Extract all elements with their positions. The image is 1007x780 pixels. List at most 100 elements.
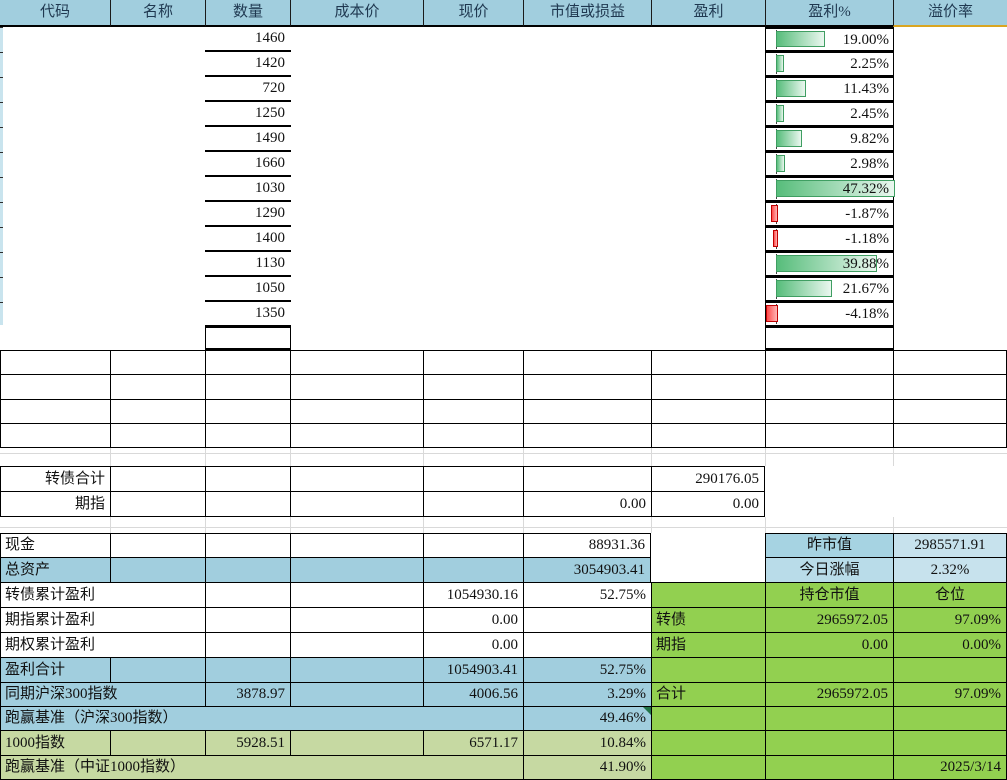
empty-cell[interactable] [765, 755, 893, 780]
empty-cell[interactable] [290, 533, 423, 558]
profit-pct-cell[interactable]: 9.82% [765, 127, 894, 152]
cb-total-profit[interactable]: 290176.05 [651, 466, 765, 492]
cash-label[interactable]: 现金 [0, 533, 110, 558]
empty-cell[interactable] [523, 374, 651, 400]
empty-cell[interactable] [523, 423, 651, 448]
today-change-value[interactable]: 2.32% [893, 557, 1007, 583]
col-header-code[interactable]: 代码 [0, 0, 110, 27]
empty-cell[interactable] [423, 557, 523, 583]
empty-cell[interactable] [110, 557, 205, 583]
empty-cell[interactable] [0, 399, 110, 424]
qty-cell[interactable]: 1490 [205, 127, 291, 152]
empty-cell[interactable] [290, 374, 423, 400]
hs300-start-value[interactable]: 3878.97 [205, 682, 290, 707]
profit-pct-cell[interactable]: 2.25% [765, 52, 894, 77]
empty-cell[interactable] [205, 557, 290, 583]
fut-pos-value[interactable]: 0.00% [893, 632, 1007, 658]
futures-value[interactable]: 0.00 [523, 491, 651, 517]
empty-cell[interactable] [110, 491, 205, 517]
beat-hs300-pct[interactable]: 49.46% [523, 706, 651, 731]
total-assets-label[interactable]: 总资产 [0, 557, 110, 583]
idx1000-start-value[interactable]: 5928.51 [205, 730, 290, 756]
empty-cell[interactable] [110, 374, 205, 400]
empty-cell[interactable] [0, 350, 110, 375]
empty-cell[interactable] [893, 350, 1007, 375]
qty-cell[interactable]: 1350 [205, 302, 291, 327]
col-header-profit[interactable]: 盈利 [651, 0, 765, 27]
empty-cell[interactable] [651, 755, 765, 780]
fut-cum-profit-label[interactable]: 期指累计盈利 [0, 607, 205, 633]
qty-cell[interactable]: 1290 [205, 202, 291, 227]
qty-cell[interactable]: 1250 [205, 102, 291, 127]
empty-cell[interactable] [765, 730, 893, 756]
empty-cell[interactable] [205, 582, 290, 608]
empty-cell[interactable] [205, 632, 290, 658]
cb-mv-value[interactable]: 2965972.05 [765, 607, 893, 633]
empty-cell[interactable] [893, 706, 1007, 731]
empty-cell[interactable] [651, 374, 765, 400]
profit-pct-cell[interactable]: 39.88% [765, 252, 894, 277]
total-assets-value[interactable]: 3054903.41 [523, 557, 651, 583]
date-cell[interactable]: 2025/3/14 [893, 755, 1007, 780]
yesterday-mv-label[interactable]: 昨市值 [765, 533, 893, 558]
profit-pct-cell[interactable]: 2.98% [765, 152, 894, 177]
qty-cell[interactable]: 1030 [205, 177, 291, 202]
col-header-cost[interactable]: 成本价 [290, 0, 423, 27]
empty-cell[interactable] [205, 607, 290, 633]
empty-cell[interactable] [651, 399, 765, 424]
col-header-premium[interactable]: 溢价率 [893, 0, 1007, 27]
empty-cell[interactable] [893, 374, 1007, 400]
opt-cum-profit-label[interactable]: 期权累计盈利 [0, 632, 205, 658]
empty-cell[interactable] [423, 374, 523, 400]
col-header-name[interactable]: 名称 [110, 0, 205, 27]
beat-1000-pct[interactable]: 41.90% [523, 755, 651, 780]
empty-cell[interactable] [893, 657, 1007, 683]
profit-total-pct[interactable]: 52.75% [523, 657, 651, 683]
empty-cell[interactable] [523, 632, 651, 658]
col-header-price[interactable]: 现价 [423, 0, 523, 27]
empty-cell[interactable] [765, 423, 893, 448]
empty-cell[interactable] [523, 466, 651, 492]
empty-cell[interactable] [110, 423, 205, 448]
beat-1000-label[interactable]: 跑赢基准（中证1000指数） [0, 755, 523, 780]
idx1000-label[interactable]: 1000指数 [0, 730, 110, 756]
empty-cell[interactable] [205, 423, 290, 448]
empty-cell[interactable] [205, 533, 290, 558]
empty-cell[interactable] [651, 423, 765, 448]
cb-cum-profit-pct[interactable]: 52.75% [523, 582, 651, 608]
hs300-pct[interactable]: 3.29% [523, 682, 651, 707]
empty-cell[interactable] [893, 730, 1007, 756]
qty-cell[interactable]: 1050 [205, 277, 291, 302]
empty-cell[interactable] [523, 350, 651, 375]
idx1000-now-value[interactable]: 6571.17 [423, 730, 523, 756]
empty-cell[interactable] [290, 350, 423, 375]
qty-cell[interactable]: 1400 [205, 227, 291, 252]
empty-cell[interactable] [893, 399, 1007, 424]
empty-cell[interactable] [290, 632, 423, 658]
idx1000-pct[interactable]: 10.84% [523, 730, 651, 756]
position-header[interactable]: 仓位 [893, 582, 1007, 608]
total-mv-value[interactable]: 2965972.05 [765, 682, 893, 707]
col-header-value-pl[interactable]: 市值或损益 [523, 0, 651, 27]
empty-cell[interactable] [205, 399, 290, 424]
empty-cell[interactable] [651, 657, 765, 683]
qty-cell[interactable]: 1460 [205, 27, 291, 52]
empty-cell[interactable] [423, 466, 523, 492]
profit-pct-cell[interactable]: 19.00% [765, 27, 894, 52]
fut-cum-profit-value[interactable]: 0.00 [423, 607, 523, 633]
cb-row-label[interactable]: 转债 [651, 607, 765, 633]
empty-cell[interactable] [651, 350, 765, 375]
profit-pct-cell[interactable]: -1.18% [765, 227, 894, 252]
empty-cell[interactable] [290, 730, 423, 756]
qty-cell[interactable]: 1130 [205, 252, 291, 277]
futures-profit[interactable]: 0.00 [651, 491, 765, 517]
empty-cell[interactable] [205, 657, 290, 683]
empty-cell[interactable] [290, 399, 423, 424]
cb-cum-profit-value[interactable]: 1054930.16 [423, 582, 523, 608]
fut-row-label[interactable]: 期指 [651, 632, 765, 658]
holding-mv-header[interactable]: 持仓市值 [765, 582, 893, 608]
empty-cell[interactable] [110, 533, 205, 558]
empty-cell[interactable] [290, 607, 423, 633]
empty-cell[interactable] [423, 423, 523, 448]
empty-cell[interactable] [651, 730, 765, 756]
